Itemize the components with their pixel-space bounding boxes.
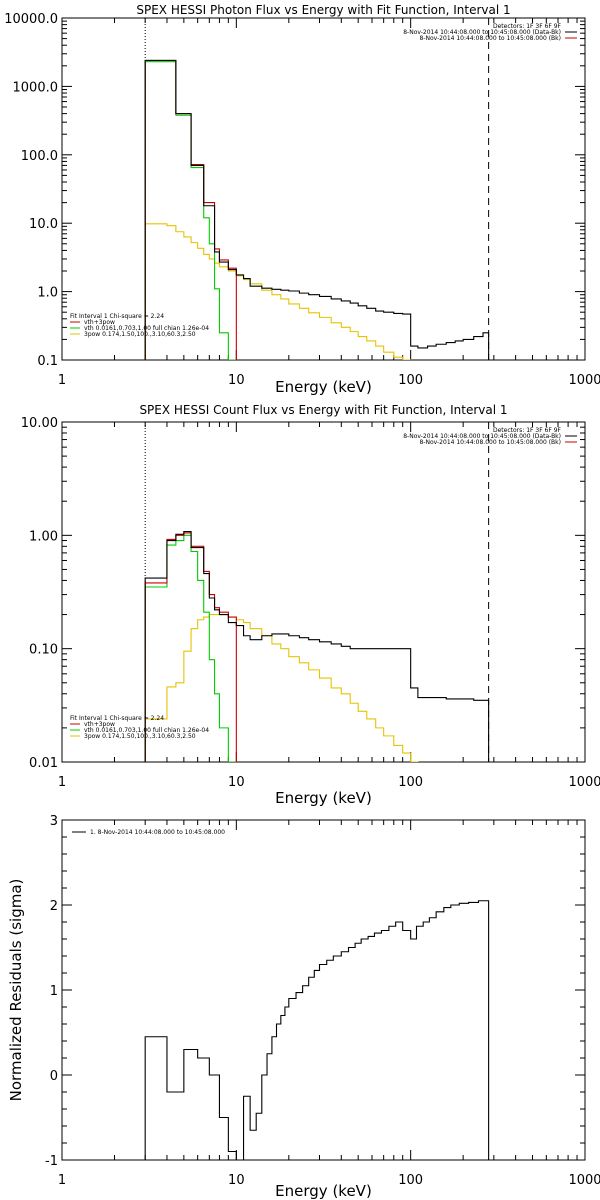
series-total: [144, 532, 237, 762]
legend-top-text: Detectors: 1F 3F 6F 9F: [493, 23, 562, 30]
plot-frame: [61, 17, 586, 361]
y-tick-label: 0: [50, 1069, 58, 1084]
legend-bottom-text: vth 0.0161,0.703,1.00 full chian 1.26e-0…: [84, 727, 209, 734]
chart-3: 1 10 100 1000 -1 0 1 2 3 Energy (keV) Normalized R…: [7, 814, 600, 1200]
chart-1: SPEX HESSI Photon Flux vs Energy with Fi…: [4, 3, 600, 396]
legend-bottom-text: Fit Interval 1 Chi-square = 2.24: [70, 715, 164, 722]
chart-2: SPEX HESSI Count Flux vs Energy with Fit…: [21, 403, 600, 807]
y-axis-label: Normalized Residuals (sigma): [7, 879, 25, 1102]
x-axis-label: Energy (keV): [275, 789, 372, 807]
legend-top-text: 8-Nov-2014 10:44:08.000 to 10:45:08.000 …: [403, 29, 561, 36]
y-tick-label: 1000.0: [13, 80, 59, 95]
y-tick-label: 10.00: [21, 416, 58, 431]
y-tick-label: 1.0: [37, 286, 58, 301]
legend-bottom-text: vth+3pow: [84, 721, 115, 728]
x-tick-label: 100: [398, 1173, 423, 1188]
plot-frame: [61, 819, 586, 1161]
legend-bottom-text: vth+3pow: [84, 319, 115, 326]
y-tick-label: 0.10: [29, 643, 58, 658]
y-tick-label: 10.0: [29, 217, 58, 232]
y-tick-label: 1.00: [29, 529, 58, 544]
legend-bottom-text: 3pow 0.174,1.50,100.,3.10,60.3,2.50: [84, 733, 196, 740]
legend-top-text: 8-Nov-2014 10:44:08.000 to 10:45:08.000 …: [419, 35, 561, 42]
x-axis-label: Energy (keV): [275, 378, 372, 396]
series-3pow: [144, 614, 419, 762]
x-tick-label: 1000: [568, 775, 600, 790]
y-tick-label: 100.0: [21, 149, 58, 164]
x-tick-label: 1: [58, 1173, 66, 1188]
chart-title: SPEX HESSI Photon Flux vs Energy with Fi…: [136, 3, 510, 17]
series-3pow: [144, 223, 412, 360]
legend-top-text: 1. 8-Nov-2014 10:44:08.000 to 10:45:08.0…: [90, 829, 225, 836]
x-tick-label: 10: [228, 373, 245, 388]
y-tick-label: 2: [50, 899, 58, 914]
x-tick-label: 1000: [568, 373, 600, 388]
x-tick-label: 1: [58, 775, 66, 790]
legend-top-text: Detectors: 1F 3F 6F 9F: [493, 427, 562, 434]
series-data: [144, 531, 490, 762]
series-data: [144, 59, 490, 360]
plot-frame: [61, 421, 586, 763]
series-residuals: [144, 900, 490, 1160]
y-tick-label: 1: [50, 984, 58, 999]
x-tick-label: 1: [58, 373, 66, 388]
y-tick-label: 0.1: [37, 354, 58, 369]
x-tick-label: 10: [228, 775, 245, 790]
y-tick-label: -1: [45, 1154, 58, 1169]
legend-bottom-text: 3pow 0.174,1.50,100.,3.10,60.3,2.50: [84, 331, 196, 338]
legend-top-text: 8-Nov-2014 10:44:08.000 to 10:45:08.000 …: [419, 439, 561, 446]
legend-bottom-text: Fit Interval 1 Chi-square = 2.24: [70, 313, 164, 320]
legend-bottom-text: vth 0.0161,0.703,1.00 full chian 1.26e-0…: [84, 325, 209, 332]
x-tick-label: 10: [228, 1173, 245, 1188]
x-tick-label: 100: [398, 373, 423, 388]
x-tick-label: 1000: [568, 1173, 600, 1188]
y-tick-label: 0.01: [29, 756, 58, 771]
y-tick-label: 10000.0: [4, 12, 58, 27]
series-vth: [144, 534, 237, 762]
legend-top-text: 8-Nov-2014 10:44:08.000 to 10:45:08.000 …: [403, 433, 561, 440]
chart-title: SPEX HESSI Count Flux vs Energy with Fit…: [139, 403, 507, 417]
x-tick-label: 100: [398, 775, 423, 790]
y-tick-label: 3: [50, 814, 58, 829]
x-axis-label: Energy (keV): [275, 1182, 372, 1200]
